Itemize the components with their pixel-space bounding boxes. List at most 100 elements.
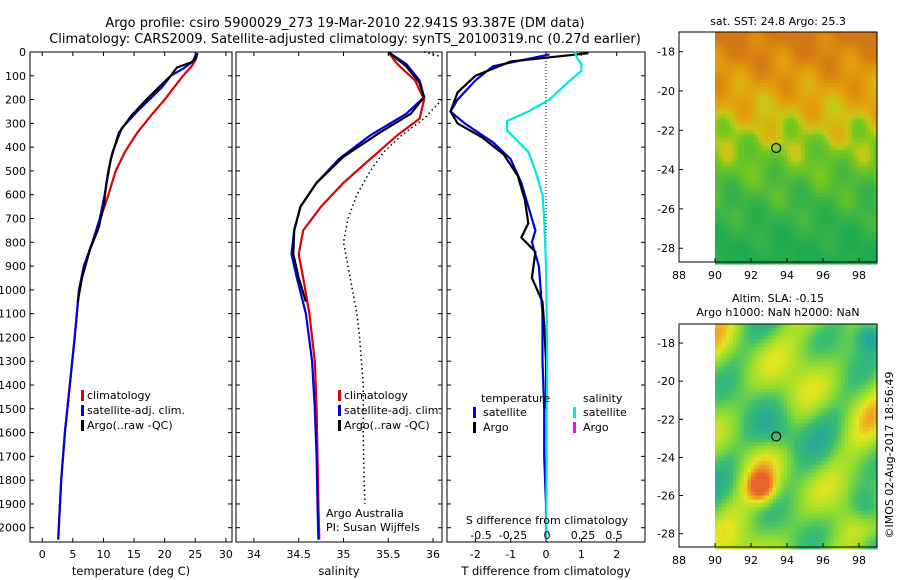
map-cell xyxy=(805,244,810,249)
map-cell xyxy=(722,149,727,155)
map-cell xyxy=(844,142,849,147)
map-cell xyxy=(751,220,756,226)
map-cell xyxy=(859,51,864,57)
map-cell xyxy=(736,377,741,382)
map-cell xyxy=(790,149,795,155)
map-cell xyxy=(740,507,745,512)
map-cell xyxy=(862,75,867,80)
map-cell xyxy=(790,449,795,455)
map-cell xyxy=(765,161,770,167)
map-cell xyxy=(758,419,763,424)
map-cell xyxy=(733,236,738,241)
map-cell xyxy=(729,507,734,512)
map-cell xyxy=(833,98,838,104)
map-cell xyxy=(743,248,748,253)
legend-swatch xyxy=(573,407,576,418)
map-cell xyxy=(747,438,752,443)
map-cell xyxy=(783,369,788,375)
map-cell xyxy=(729,79,734,84)
map-cell xyxy=(801,55,806,61)
map-cell xyxy=(743,189,748,194)
map-cell xyxy=(815,67,820,72)
map-cell xyxy=(826,446,831,451)
map-cell xyxy=(790,122,795,127)
map-cell xyxy=(743,169,748,175)
map-cell xyxy=(815,480,820,485)
map-cell xyxy=(794,346,799,352)
map-cell xyxy=(743,212,748,218)
map-cell xyxy=(743,526,748,531)
map-cell xyxy=(787,327,792,333)
map-cell xyxy=(830,522,835,527)
map-cell xyxy=(844,197,849,202)
map-cell xyxy=(783,83,788,88)
map-cell xyxy=(733,362,738,367)
map-cell xyxy=(740,350,745,356)
map-cell xyxy=(869,212,874,218)
map-cell xyxy=(751,499,756,504)
map-cell xyxy=(869,134,874,139)
map-cell xyxy=(848,118,853,123)
map-cell xyxy=(761,63,766,68)
map-cell xyxy=(761,465,766,470)
map-cell xyxy=(740,518,745,523)
map-cell xyxy=(772,484,777,489)
map-cell xyxy=(758,392,763,397)
map-cell xyxy=(805,91,810,96)
map-cell xyxy=(873,153,878,159)
map-cell xyxy=(823,510,828,516)
map-cell xyxy=(812,449,817,455)
map-cell xyxy=(715,354,720,359)
map-cell xyxy=(718,32,723,37)
map-cell xyxy=(761,404,766,409)
map-cell xyxy=(754,59,759,64)
map-cell xyxy=(743,142,748,147)
map-cell xyxy=(794,369,799,375)
map-cell xyxy=(848,110,853,116)
map-cell xyxy=(797,487,802,493)
map-cell xyxy=(869,59,874,64)
map-cell xyxy=(761,193,766,198)
map-cell xyxy=(758,220,763,226)
map-cell xyxy=(812,165,817,171)
map-cell xyxy=(765,236,770,241)
map-cell xyxy=(851,118,856,123)
map-cell xyxy=(769,47,774,53)
map-cell xyxy=(848,244,853,249)
map-cell xyxy=(833,114,838,120)
map-cell xyxy=(725,495,730,500)
map-cell xyxy=(733,327,738,333)
map-cell xyxy=(815,430,820,436)
map-cell xyxy=(805,396,810,401)
map-cell xyxy=(823,541,828,546)
map-cell xyxy=(718,43,723,49)
legend-swatch xyxy=(473,422,476,433)
map-cell xyxy=(841,83,846,88)
map-cell xyxy=(754,533,759,539)
map-cell xyxy=(833,236,838,241)
map-cell xyxy=(801,138,806,143)
map-cell xyxy=(805,181,810,186)
map-cell xyxy=(787,434,792,439)
map-cell xyxy=(826,181,831,186)
map-cell xyxy=(765,423,770,428)
map-cell xyxy=(779,415,784,420)
map-cell xyxy=(725,385,730,390)
map-cell xyxy=(747,430,752,436)
map-cell xyxy=(779,526,784,531)
map-cell xyxy=(733,396,738,401)
map-cell xyxy=(819,134,824,139)
map-cell xyxy=(808,87,813,92)
map-cell xyxy=(823,449,828,455)
map-cell xyxy=(815,369,820,375)
map-cell xyxy=(747,503,752,508)
map-cell xyxy=(729,339,734,344)
map-cell xyxy=(826,472,831,478)
map-cell xyxy=(754,189,759,194)
map-cell xyxy=(837,377,842,382)
map-cell xyxy=(722,114,727,120)
map-cell xyxy=(830,453,835,458)
map-cell xyxy=(801,430,806,436)
y-tick-label: 0 xyxy=(19,46,26,59)
map-cell xyxy=(790,94,795,100)
